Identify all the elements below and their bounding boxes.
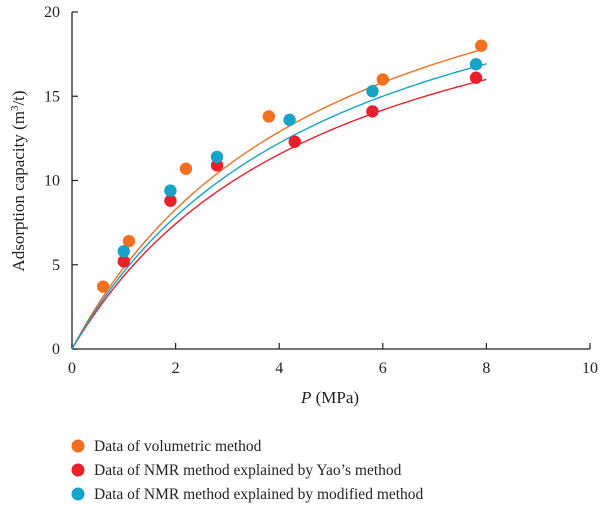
- x-axis-label: P (MPa): [300, 388, 359, 407]
- data-point: [366, 105, 379, 118]
- data-point: [469, 71, 483, 84]
- y-tick-label: 0: [52, 341, 60, 358]
- y-axis-label: Adsorption capacity (m3/t): [9, 90, 28, 271]
- data-point: [288, 135, 301, 148]
- data-point: [376, 73, 389, 86]
- x-tick-label: 2: [172, 360, 180, 377]
- axes: 0 2 4 6 8 10 0 5 10 15 20: [44, 4, 598, 377]
- data-point: [164, 184, 177, 197]
- data-point: [117, 255, 130, 268]
- x-tick-label: 8: [482, 360, 490, 377]
- data-point: [117, 245, 130, 258]
- legend-marker: [71, 439, 85, 453]
- data-point: [283, 113, 296, 127]
- legend-marker: [71, 487, 85, 501]
- legend-label: Data of NMR method explained by modified…: [94, 486, 424, 503]
- y-axis-label-sup: 3: [9, 105, 21, 111]
- x-tick-label: 4: [275, 360, 283, 377]
- data-point: [210, 150, 224, 164]
- y-axis-label-end: /t): [9, 90, 28, 105]
- y-tick-label: 5: [52, 257, 60, 274]
- y-tick-label: 15: [44, 88, 60, 105]
- x-tick-label: 6: [379, 360, 387, 377]
- y-tick-label: 10: [44, 173, 60, 190]
- data-point: [164, 194, 177, 207]
- data-point: [475, 39, 488, 52]
- data-point: [469, 58, 483, 71]
- fit-curve: [71, 63, 487, 350]
- data-point: [366, 84, 379, 98]
- legend-marker: [71, 463, 85, 477]
- fit-curve: [71, 47, 487, 350]
- data-points: [96, 39, 488, 293]
- data-point: [179, 162, 193, 175]
- legend: Data of volumetric method Data of NMR met…: [71, 438, 424, 503]
- x-tick-label: 10: [582, 360, 598, 377]
- legend-label: Data of volumetric method: [94, 438, 262, 455]
- data-point: [262, 110, 276, 123]
- x-axis-label-unit: (MPa): [311, 388, 359, 407]
- legend-label: Data of NMR method explained by Yao’s me…: [94, 462, 402, 479]
- fit-lines: [71, 47, 487, 350]
- fit-curve: [71, 78, 487, 350]
- x-axis-label-var: P: [300, 388, 311, 407]
- y-axis-label-main: Adsorption capacity (m: [9, 111, 28, 272]
- data-point: [96, 280, 110, 293]
- data-point: [122, 234, 136, 248]
- y-tick-label: 20: [44, 4, 60, 21]
- x-tick-label: 0: [68, 360, 76, 377]
